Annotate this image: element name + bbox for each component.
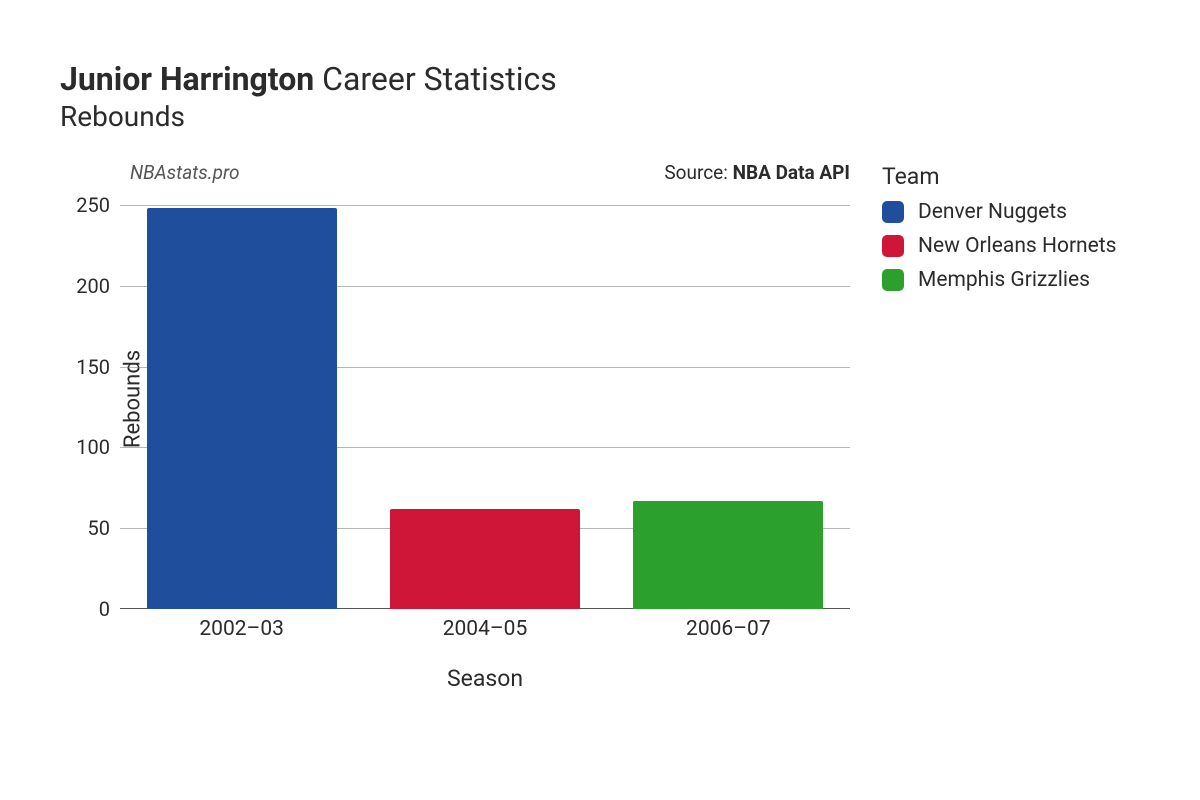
chart-title: Junior Harrington Career Statistics xyxy=(60,60,1160,98)
legend-item: Memphis Grizzlies xyxy=(882,268,1117,292)
chart-subtitle: Rebounds xyxy=(60,100,1160,133)
title-suffix: Career Statistics xyxy=(322,60,557,98)
legend-label: New Orleans Hornets xyxy=(918,234,1117,258)
legend-swatch xyxy=(882,269,904,291)
player-name: Junior Harrington xyxy=(60,60,314,98)
legend-item: New Orleans Hornets xyxy=(882,234,1117,258)
grid-line xyxy=(120,205,850,206)
y-tick-label: 200 xyxy=(60,274,110,298)
x-tick-label: 2002–03 xyxy=(199,617,284,641)
chart-body: NBAstats.pro Source: NBA Data API Reboun… xyxy=(60,161,1160,692)
source-name: NBA Data API xyxy=(733,161,850,184)
x-axis-title: Season xyxy=(120,665,850,692)
legend-item: Denver Nuggets xyxy=(882,200,1117,224)
plot-column: NBAstats.pro Source: NBA Data API Reboun… xyxy=(60,161,850,692)
source-prefix: Source: xyxy=(664,161,732,184)
y-axis-title: Rebounds xyxy=(121,350,146,448)
site-watermark: NBAstats.pro xyxy=(130,161,240,184)
legend-swatch xyxy=(882,235,904,257)
legend-label: Denver Nuggets xyxy=(918,200,1067,224)
x-tick-label: 2004–05 xyxy=(443,617,528,641)
y-tick-label: 0 xyxy=(60,597,110,621)
y-tick-label: 250 xyxy=(60,193,110,217)
legend-label: Memphis Grizzlies xyxy=(918,268,1090,292)
source-attribution: Source: NBA Data API xyxy=(664,161,850,184)
bar xyxy=(147,208,337,609)
plot-area: Rebounds 0501001502002502002–032004–0520… xyxy=(120,189,850,609)
bar xyxy=(390,509,580,609)
chart-container: Junior Harrington Career Statistics Rebo… xyxy=(0,0,1200,800)
legend-swatch xyxy=(882,201,904,223)
bar xyxy=(633,501,823,609)
legend: Team Denver Nuggets New Orleans Hornets Me… xyxy=(882,161,1117,692)
y-tick-label: 50 xyxy=(60,516,110,540)
legend-title: Team xyxy=(882,163,1117,190)
x-tick-label: 2006–07 xyxy=(686,617,771,641)
title-block: Junior Harrington Career Statistics Rebo… xyxy=(60,60,1160,133)
y-tick-label: 150 xyxy=(60,355,110,379)
y-tick-label: 100 xyxy=(60,435,110,459)
annotation-row: NBAstats.pro Source: NBA Data API xyxy=(120,161,850,189)
